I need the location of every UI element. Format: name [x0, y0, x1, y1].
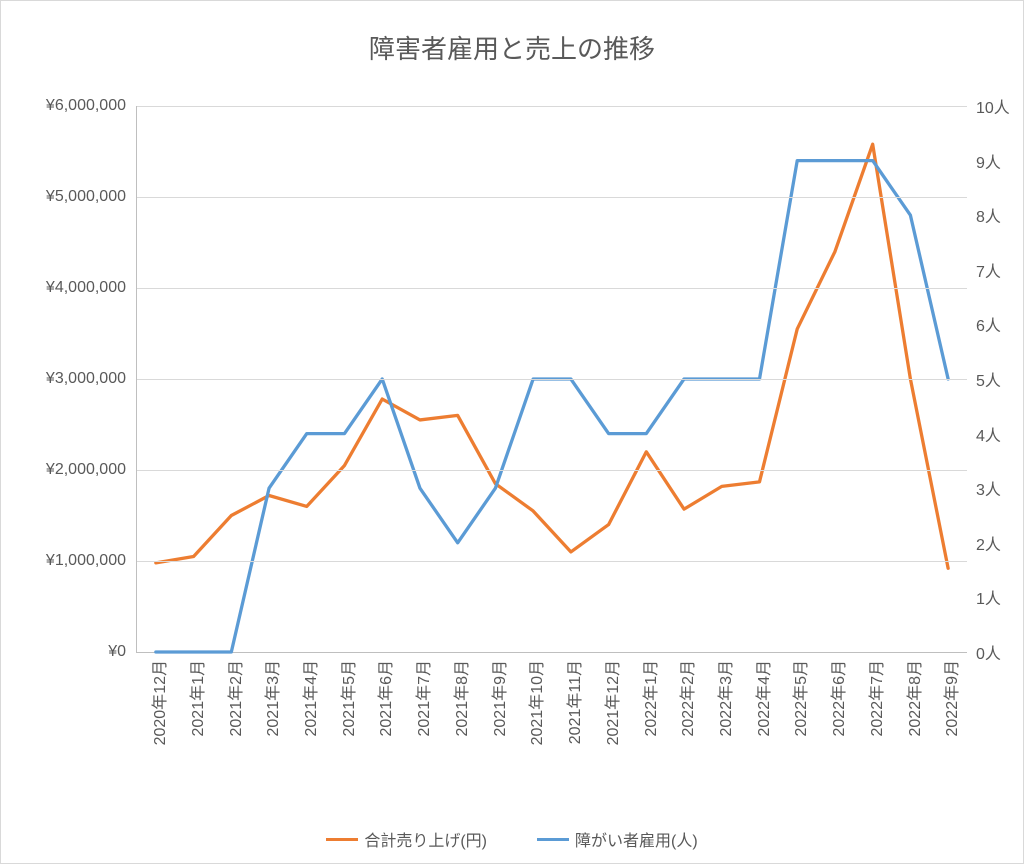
x-axis-label: 2021年10月	[523, 660, 547, 745]
chart-container: 障害者雇用と売上の推移 合計売り上げ(円) 障がい者雇用(人) ¥0 ¥1,000,…	[0, 0, 1024, 864]
y1-axis-label: ¥0	[1, 643, 126, 661]
y1-axis-label: ¥2,000,000	[1, 461, 126, 479]
plot-area	[136, 106, 967, 653]
x-axis-label: 2021年3月	[259, 660, 283, 737]
y2-axis-label: 3人	[976, 476, 1001, 500]
x-axis-label: 2021年6月	[372, 660, 396, 737]
y2-axis-label: 8人	[976, 203, 1001, 227]
legend-item: 合計売り上げ(円)	[326, 827, 487, 851]
y2-axis-label: 10人	[976, 94, 1010, 118]
x-axis-label: 2022年4月	[750, 660, 774, 737]
gridline	[137, 288, 967, 289]
y2-axis-label: 0人	[976, 640, 1001, 664]
x-axis-label: 2021年11月	[561, 660, 585, 744]
legend-item: 障がい者雇用(人)	[537, 827, 698, 851]
x-axis-label: 2021年12月	[599, 660, 623, 745]
gridline	[137, 561, 967, 562]
gridline	[137, 379, 967, 380]
y2-axis-label: 6人	[976, 312, 1001, 336]
x-axis-label: 2020年12月	[146, 660, 170, 745]
legend-swatch	[326, 838, 358, 841]
series-line	[156, 161, 948, 652]
y2-axis-label: 4人	[976, 422, 1001, 446]
y2-axis-label: 5人	[976, 367, 1001, 391]
y1-axis-label: ¥5,000,000	[1, 188, 126, 206]
chart-title: 障害者雇用と売上の推移	[1, 29, 1023, 66]
gridline	[137, 106, 967, 107]
x-axis-label: 2022年3月	[712, 660, 736, 737]
legend-label: 合計売り上げ(円)	[364, 827, 487, 851]
gridline	[137, 470, 967, 471]
y2-axis-label: 9人	[976, 149, 1001, 173]
y1-axis-label: ¥6,000,000	[1, 97, 126, 115]
legend-label: 障がい者雇用(人)	[575, 827, 698, 851]
x-axis-label: 2022年1月	[637, 660, 661, 737]
legend: 合計売り上げ(円) 障がい者雇用(人)	[1, 827, 1023, 851]
y2-axis-label: 1人	[976, 585, 1001, 609]
x-axis-label: 2021年4月	[297, 660, 321, 737]
x-axis-label: 2021年2月	[222, 660, 246, 737]
x-axis-label: 2021年5月	[335, 660, 359, 737]
series-line	[156, 144, 948, 568]
x-axis-label: 2022年2月	[674, 660, 698, 737]
x-axis-label: 2021年8月	[448, 660, 472, 737]
x-axis-label: 2022年7月	[863, 660, 887, 737]
y2-axis-label: 7人	[976, 258, 1001, 282]
x-axis-label: 2021年9月	[486, 660, 510, 737]
legend-swatch	[537, 838, 569, 841]
y1-axis-label: ¥1,000,000	[1, 552, 126, 570]
gridline	[137, 197, 967, 198]
x-axis-label: 2022年5月	[787, 660, 811, 737]
y2-axis-label: 2人	[976, 531, 1001, 555]
x-axis-label: 2022年9月	[938, 660, 962, 737]
x-axis-label: 2022年6月	[825, 660, 849, 737]
x-axis-label: 2021年7月	[410, 660, 434, 737]
y1-axis-label: ¥3,000,000	[1, 370, 126, 388]
x-axis-label: 2021年1月	[184, 660, 208, 737]
y1-axis-label: ¥4,000,000	[1, 279, 126, 297]
x-axis-label: 2022年8月	[901, 660, 925, 737]
